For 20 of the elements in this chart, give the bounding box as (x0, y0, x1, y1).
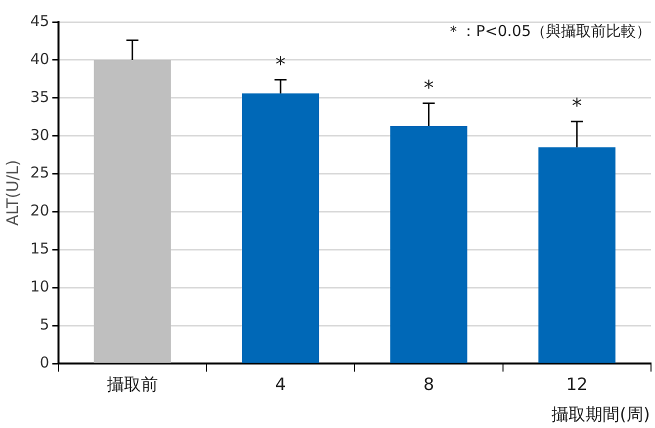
y-tick-label: 20 (30, 202, 50, 220)
annotation: ＊：P<0.05（與攝取前比較） (446, 22, 651, 40)
y-tick-label: 0 (40, 353, 50, 372)
x-tick-label: 4 (275, 375, 286, 396)
annotation: * (424, 75, 434, 100)
y-tick-label: 45 (30, 12, 50, 30)
y-axis-title: ALT(U/L) (2, 160, 22, 226)
y-tick-label: 25 (30, 164, 50, 182)
annotation: * (572, 94, 582, 118)
x-tick-label: 攝取前 (106, 375, 158, 396)
y-tick-label: 40 (30, 50, 50, 68)
x-tick-label: 8 (423, 375, 434, 396)
y-tick-label: 30 (30, 126, 50, 144)
x-axis-title: 攝取期間(周) (552, 405, 650, 425)
x-tick-label: 12 (566, 375, 588, 396)
y-tick-label: 5 (40, 316, 50, 334)
annotation: * (276, 52, 286, 76)
y-tick-label: 15 (30, 240, 50, 258)
y-tick-label: 10 (30, 278, 50, 296)
y-tick-label: 35 (30, 88, 50, 106)
